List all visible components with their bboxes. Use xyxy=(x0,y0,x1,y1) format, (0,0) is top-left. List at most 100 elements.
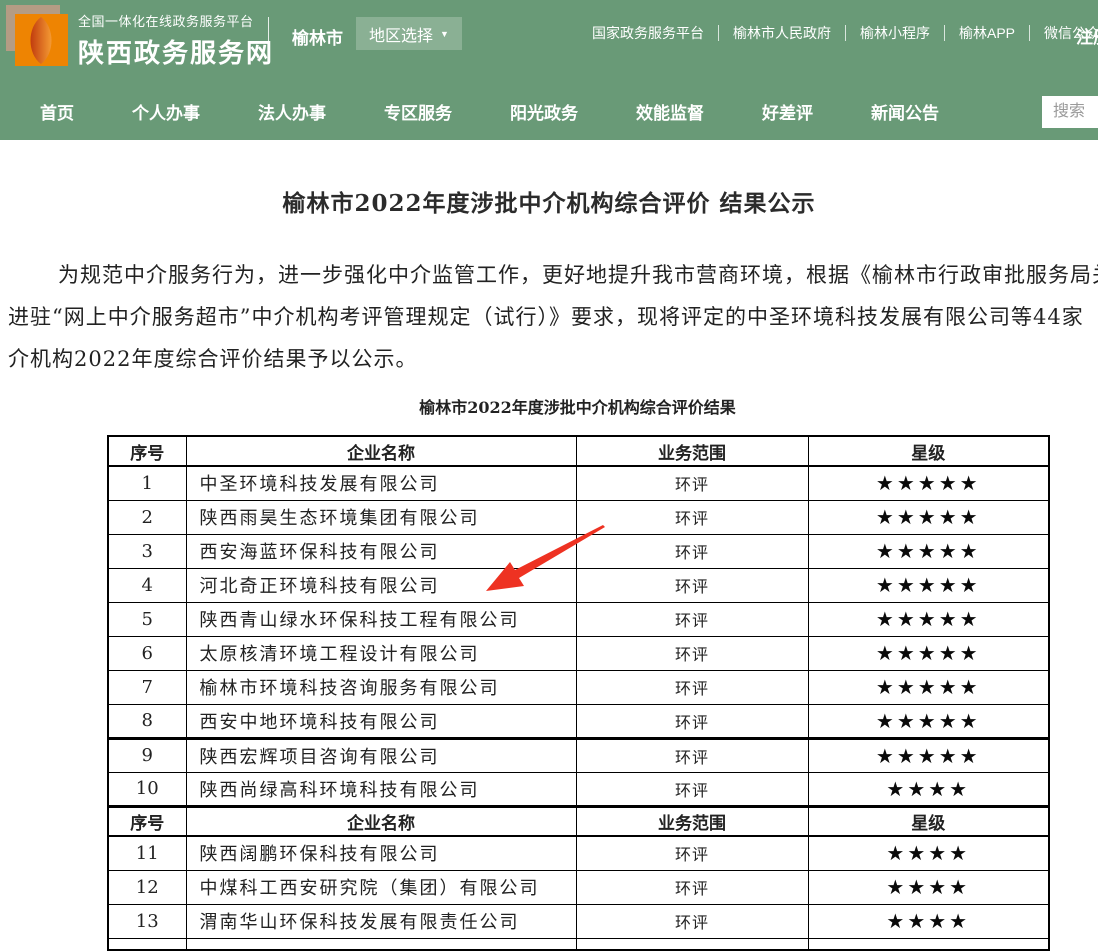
cell-no: 10 xyxy=(107,771,187,807)
cell-stars: ★★★★ xyxy=(807,771,1050,807)
nav-item[interactable]: 个人办事 xyxy=(132,104,200,123)
table-row: 1 中圣环境科技发展有限公司 环评 ★★★★★ xyxy=(107,465,1050,501)
cell-scope: 环评 xyxy=(575,635,809,671)
cell-name: 陕西宏辉项目咨询有限公司 xyxy=(185,736,577,773)
search-input[interactable] xyxy=(1042,96,1098,128)
nav-item[interactable]: 新闻公告 xyxy=(871,104,939,123)
header-link[interactable]: 榆林市人民政府 xyxy=(719,25,846,41)
cell-no: 13 xyxy=(107,903,187,939)
cell-no: 5 xyxy=(107,601,187,637)
header-link[interactable]: 微信公众号 xyxy=(1044,25,1098,41)
cell-scope: 环评 xyxy=(575,703,809,739)
cell-scope: 环评 xyxy=(575,903,809,939)
brand-site-name: 陕西政务服务网 xyxy=(78,38,275,68)
table-row-partial xyxy=(107,937,1050,951)
region-select-label: 地区选择 xyxy=(369,27,434,45)
cell-name: 西安海蓝环保科技有限公司 xyxy=(185,533,577,569)
nav-item[interactable]: 法人办事 xyxy=(258,104,326,123)
register-link[interactable]: 注册 xyxy=(1076,28,1098,47)
announcement-paragraph: 为规范中介服务行为，进一步强化中介监管工作，更好地提升我市营商环境，根据《榆林市… xyxy=(0,254,1098,380)
table-row: 6 太原核清环境工程设计有限公司 环评 ★★★★★ xyxy=(107,635,1050,671)
cell-name: 太原核清环境工程设计有限公司 xyxy=(185,635,577,671)
cell-no: 9 xyxy=(107,736,187,773)
site-logo[interactable] xyxy=(6,4,70,68)
nav-item[interactable]: 首页 xyxy=(40,104,74,123)
header-divider xyxy=(268,17,269,50)
logo-graphic xyxy=(6,5,68,66)
cell-no: 3 xyxy=(107,533,187,569)
cell-scope: 环评 xyxy=(575,499,809,535)
header-link[interactable]: 榆林小程序 xyxy=(846,25,945,41)
brand-text[interactable]: 全国一体化在线政务服务平台 陕西政务服务网 xyxy=(78,11,274,70)
site-header: 全国一体化在线政务服务平台 陕西政务服务网 榆林市 地区选择 ▼ 国家政务服务平… xyxy=(0,0,1098,140)
header-link[interactable]: 国家政务服务平台 xyxy=(578,25,719,41)
paragraph-line: 介机构2022年度综合评价结果予以公示。 xyxy=(8,347,418,371)
table-row: 9 陕西宏辉项目咨询有限公司 环评 ★★★★★ xyxy=(107,736,1050,773)
column-header: 企业名称 xyxy=(185,804,577,837)
brand-platform-line: 全国一体化在线政务服务平台 xyxy=(78,14,254,29)
table-row: 7 榆林市环境科技咨询服务有限公司 环评 ★★★★★ xyxy=(107,669,1050,705)
table-header-row: 序号 企业名称 业务范围 星级 xyxy=(107,804,1050,837)
results-table: 序号 企业名称 业务范围 星级 1 中圣环境科技发展有限公司 环评 ★★★★★ 2 陕西雨昊生态环… xyxy=(107,435,1050,951)
table-row: 4 河北奇正环境科技有限公司 环评 ★★★★★ xyxy=(107,567,1050,603)
cell-scope: 环评 xyxy=(575,567,809,603)
cell-stars: ★★★★★ xyxy=(807,635,1050,671)
cell-name: 陕西阔鹏环保科技有限公司 xyxy=(185,835,577,871)
cell-no: 6 xyxy=(107,635,187,671)
cell-scope: 环评 xyxy=(575,835,809,871)
current-city[interactable]: 榆林市 xyxy=(292,29,343,48)
nav-item[interactable]: 效能监督 xyxy=(636,104,704,123)
cell-stars: ★★★★★ xyxy=(807,533,1050,569)
cell-stars: ★★★★ xyxy=(807,869,1050,905)
table-row: 2 陕西雨昊生态环境集团有限公司 环评 ★★★★★ xyxy=(107,499,1050,535)
table-header-row: 序号 企业名称 业务范围 星级 xyxy=(107,435,1050,467)
nav-item[interactable]: 好差评 xyxy=(762,104,813,123)
cell-scope: 环评 xyxy=(575,869,809,905)
cell-no: 1 xyxy=(107,465,187,501)
nav-item[interactable]: 阳光政务 xyxy=(510,104,578,123)
cell-name: 陕西尚绿高科环境科技有限公司 xyxy=(185,771,577,807)
cell-name: 中圣环境科技发展有限公司 xyxy=(185,465,577,501)
cell-scope: 环评 xyxy=(575,601,809,637)
cell-name: 河北奇正环境科技有限公司 xyxy=(185,567,577,603)
column-header: 业务范围 xyxy=(575,804,809,837)
paragraph-line: 进驻“网上中介服务超市”中介机构考评管理规定（试行）》要求，现将评定的中圣环境科… xyxy=(8,305,1084,329)
column-header: 星级 xyxy=(807,804,1050,837)
region-select-button[interactable]: 地区选择 ▼ xyxy=(356,17,462,50)
chevron-down-icon: ▼ xyxy=(440,28,449,39)
cell-stars: ★★★★★ xyxy=(807,736,1050,773)
table-row: 11 陕西阔鹏环保科技有限公司 环评 ★★★★ xyxy=(107,835,1050,871)
results-table-body: 序号 企业名称 业务范围 星级 1 中圣环境科技发展有限公司 环评 ★★★★★ 2 陕西雨昊生态环… xyxy=(107,435,1050,951)
nav-item[interactable]: 专区服务 xyxy=(384,104,452,123)
paragraph-line: 为规范中介服务行为，进一步强化中介监管工作，更好地提升我市营商环境，根据《榆林市… xyxy=(58,263,1098,287)
column-header: 序号 xyxy=(107,435,187,467)
main-nav: 首页 个人办事 法人办事 专区服务 阳光政务 效能监督 好差评 新闻公告 xyxy=(40,99,997,124)
cell-name: 榆林市环境科技咨询服务有限公司 xyxy=(185,669,577,705)
cell-stars: ★★★★★ xyxy=(807,703,1050,739)
cell-no: 8 xyxy=(107,703,187,739)
cell-stars: ★★★★ xyxy=(807,835,1050,871)
cell-stars: ★★★★★ xyxy=(807,601,1050,637)
cell-no: 4 xyxy=(107,567,187,603)
table-row: 8 西安中地环境科技有限公司 环评 ★★★★★ xyxy=(107,703,1050,739)
cell-no: 11 xyxy=(107,835,187,871)
cell-no: 2 xyxy=(107,499,187,535)
table-row: 3 西安海蓝环保科技有限公司 环评 ★★★★★ xyxy=(107,533,1050,569)
cell-stars: ★★★★★ xyxy=(807,567,1050,603)
cell-name: 中煤科工西安研究院（集团）有限公司 xyxy=(185,869,577,905)
cell-name: 陕西雨昊生态环境集团有限公司 xyxy=(185,499,577,535)
page-title: 榆林市2022年度涉批中介机构综合评价 结果公示 xyxy=(282,190,816,217)
cell-scope: 环评 xyxy=(575,533,809,569)
cell-stars: ★★★★★ xyxy=(807,499,1050,535)
table-row: 5 陕西青山绿水环保科技工程有限公司 环评 ★★★★★ xyxy=(107,601,1050,637)
cell-name: 陕西青山绿水环保科技工程有限公司 xyxy=(185,601,577,637)
cell-stars: ★★★★★ xyxy=(807,465,1050,501)
cell-stars: ★★★★★ xyxy=(807,669,1050,705)
cell-no: 12 xyxy=(107,869,187,905)
cell-no: 7 xyxy=(107,669,187,705)
header-link[interactable]: 榆林APP xyxy=(945,25,1031,41)
cell-name: 西安中地环境科技有限公司 xyxy=(185,703,577,739)
cell-scope: 环评 xyxy=(575,465,809,501)
cell-name: 渭南华山环保科技发展有限责任公司 xyxy=(185,903,577,939)
